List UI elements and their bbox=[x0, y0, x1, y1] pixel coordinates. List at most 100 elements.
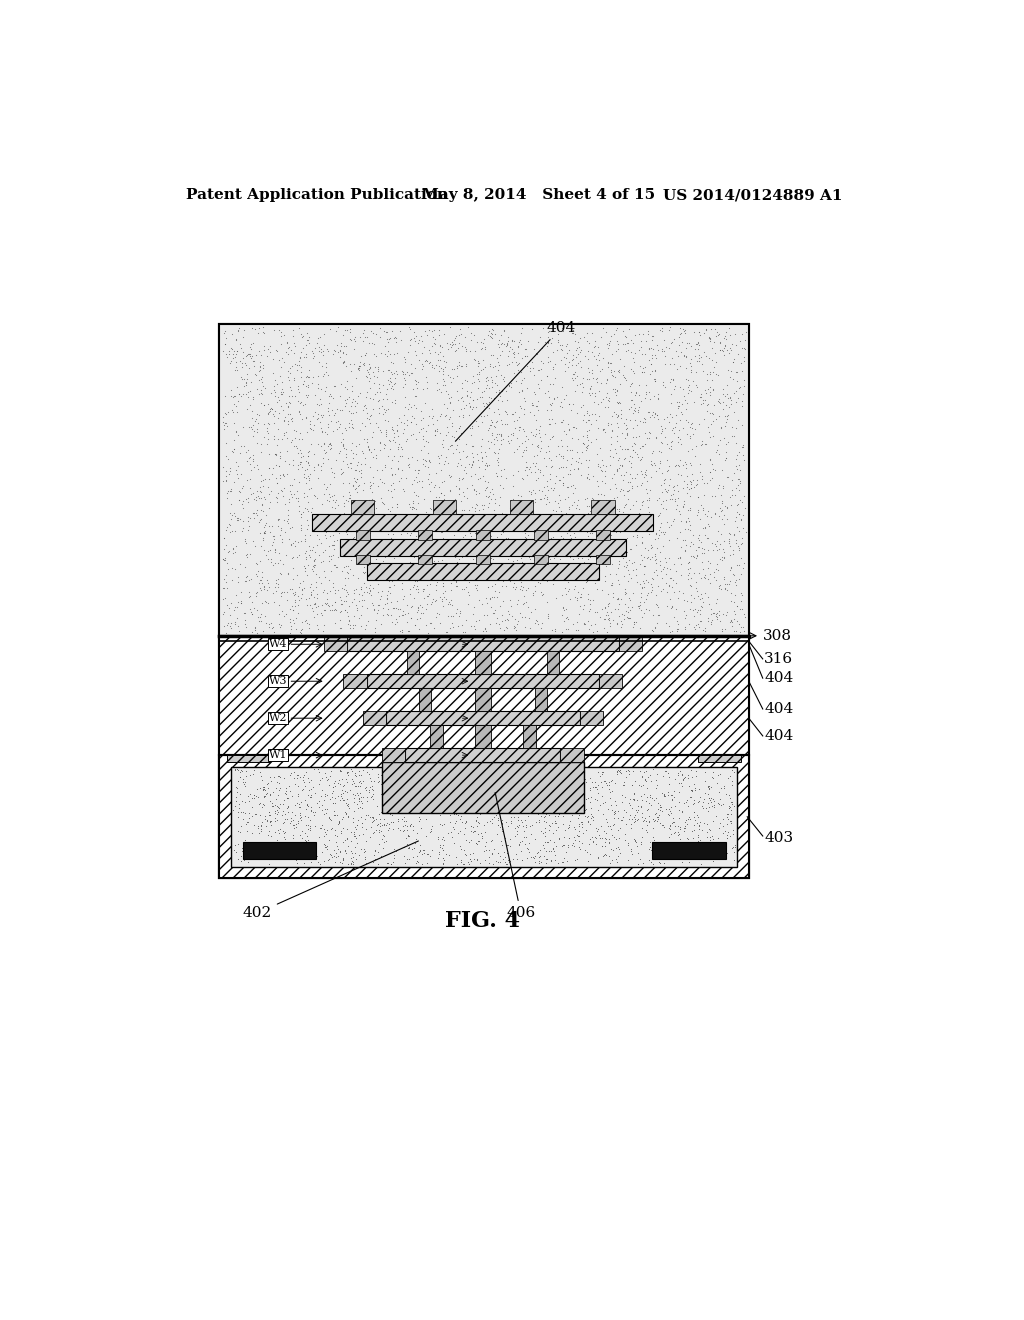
Point bbox=[305, 801, 322, 822]
Point bbox=[545, 374, 561, 395]
Point bbox=[382, 430, 398, 451]
Point bbox=[366, 810, 382, 832]
Point bbox=[300, 446, 316, 467]
Point bbox=[392, 568, 409, 589]
Point bbox=[259, 777, 275, 799]
Point bbox=[249, 404, 265, 425]
Point bbox=[585, 466, 601, 487]
Point bbox=[630, 399, 646, 420]
Point bbox=[516, 616, 532, 638]
Point bbox=[433, 404, 450, 425]
Point bbox=[300, 446, 316, 467]
Point bbox=[295, 767, 311, 788]
Point bbox=[347, 836, 364, 857]
Point bbox=[230, 490, 247, 511]
Point bbox=[654, 341, 671, 362]
Point bbox=[319, 589, 336, 610]
Point bbox=[374, 579, 390, 601]
Point bbox=[664, 515, 680, 536]
Point bbox=[697, 797, 714, 818]
Point bbox=[437, 792, 454, 813]
Bar bbox=[476, 531, 489, 540]
Point bbox=[434, 569, 451, 590]
Point bbox=[286, 814, 302, 836]
Point bbox=[660, 474, 677, 495]
Point bbox=[660, 804, 677, 825]
Point bbox=[312, 517, 329, 539]
Point bbox=[421, 583, 437, 605]
Point bbox=[364, 488, 380, 510]
Point bbox=[227, 385, 244, 407]
Point bbox=[293, 622, 309, 643]
Point bbox=[649, 775, 666, 796]
Point bbox=[352, 781, 369, 803]
Point bbox=[238, 355, 254, 376]
Point bbox=[248, 487, 264, 508]
Point bbox=[343, 392, 359, 413]
Point bbox=[629, 527, 645, 548]
Point bbox=[548, 587, 564, 609]
Point bbox=[341, 531, 357, 552]
Point bbox=[539, 475, 555, 496]
Point bbox=[581, 601, 597, 622]
Point bbox=[568, 441, 585, 462]
Point bbox=[303, 784, 319, 805]
Point bbox=[309, 619, 326, 640]
Point bbox=[501, 375, 517, 396]
Point bbox=[229, 467, 246, 488]
Point bbox=[383, 474, 399, 495]
Point bbox=[401, 453, 418, 474]
Point bbox=[681, 333, 697, 354]
Point bbox=[324, 785, 340, 807]
Point bbox=[580, 570, 596, 591]
Point bbox=[562, 589, 579, 610]
Point bbox=[330, 411, 346, 432]
Point bbox=[330, 846, 346, 867]
Point bbox=[501, 537, 517, 558]
Point bbox=[315, 803, 332, 824]
Point bbox=[391, 768, 408, 789]
Point bbox=[273, 517, 290, 539]
Point bbox=[377, 343, 393, 364]
Point bbox=[622, 399, 638, 420]
Point bbox=[442, 333, 459, 354]
Point bbox=[246, 814, 262, 836]
Point bbox=[440, 421, 457, 442]
Point bbox=[268, 341, 285, 362]
Point bbox=[227, 585, 244, 606]
Point bbox=[347, 471, 364, 492]
Point bbox=[629, 789, 645, 810]
Point bbox=[329, 825, 345, 846]
Point bbox=[400, 797, 417, 818]
Point bbox=[464, 556, 480, 577]
Point bbox=[652, 494, 669, 515]
Point bbox=[697, 583, 714, 605]
Point bbox=[401, 814, 418, 836]
Point bbox=[484, 370, 501, 391]
Point bbox=[222, 480, 239, 502]
Point bbox=[613, 809, 630, 830]
Point bbox=[632, 437, 648, 458]
Point bbox=[386, 479, 402, 500]
Point bbox=[374, 396, 390, 417]
Point bbox=[214, 457, 230, 478]
Point bbox=[351, 776, 368, 797]
Point bbox=[512, 334, 528, 355]
Point bbox=[366, 807, 382, 828]
Point bbox=[328, 412, 344, 433]
Point bbox=[285, 548, 301, 569]
Point bbox=[715, 822, 731, 843]
Point bbox=[249, 817, 265, 838]
Point bbox=[621, 333, 637, 354]
Point bbox=[646, 404, 663, 425]
Point bbox=[697, 840, 714, 861]
Point bbox=[540, 331, 556, 352]
Point bbox=[534, 488, 550, 510]
Point bbox=[622, 607, 638, 628]
Point bbox=[270, 801, 287, 822]
Point bbox=[276, 521, 293, 543]
Point bbox=[500, 764, 516, 785]
Point bbox=[698, 319, 715, 341]
Point bbox=[720, 466, 736, 487]
Point bbox=[464, 539, 480, 560]
